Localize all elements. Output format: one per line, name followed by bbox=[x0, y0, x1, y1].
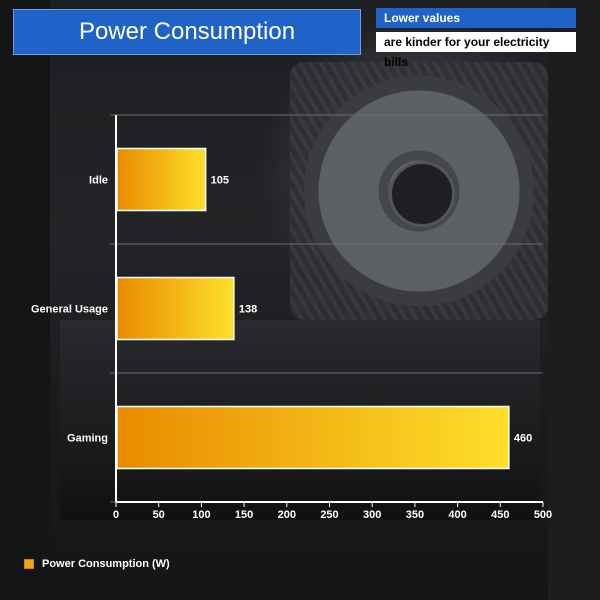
case-side-panel bbox=[0, 0, 50, 600]
category-label: Idle bbox=[89, 175, 108, 187]
data-label: 460 bbox=[514, 433, 532, 445]
x-tick-label: 150 bbox=[235, 509, 253, 521]
bar bbox=[116, 405, 510, 470]
x-tick-label: 300 bbox=[363, 509, 381, 521]
data-label: 138 bbox=[239, 304, 257, 316]
x-tick-label: 200 bbox=[278, 509, 296, 521]
chart-title: Power Consumption bbox=[13, 9, 361, 55]
x-tick-label: 500 bbox=[534, 509, 552, 521]
fan-hub-logo bbox=[389, 161, 455, 227]
x-tick-label: 450 bbox=[491, 509, 509, 521]
category-label: Gaming bbox=[67, 433, 108, 445]
bar bbox=[116, 147, 207, 212]
note-electricity-bills: are kinder for your electricity bills bbox=[376, 32, 576, 69]
x-tick-label: 250 bbox=[320, 509, 338, 521]
x-tick-label: 350 bbox=[406, 509, 424, 521]
case-rear-panel bbox=[548, 0, 600, 600]
chart-legend: Power Consumption (W) bbox=[24, 557, 170, 571]
x-tick-label: 400 bbox=[448, 509, 466, 521]
category-label: General Usage bbox=[31, 304, 108, 316]
note-lower-values: Lower values bbox=[376, 8, 576, 28]
x-tick-label: 100 bbox=[192, 509, 210, 521]
legend-label: Power Consumption (W) bbox=[42, 558, 170, 570]
x-tick-label: 0 bbox=[113, 509, 119, 521]
legend-swatch bbox=[24, 559, 34, 569]
data-label: 105 bbox=[211, 175, 229, 187]
x-tick-label: 50 bbox=[153, 509, 165, 521]
bar bbox=[116, 276, 235, 341]
